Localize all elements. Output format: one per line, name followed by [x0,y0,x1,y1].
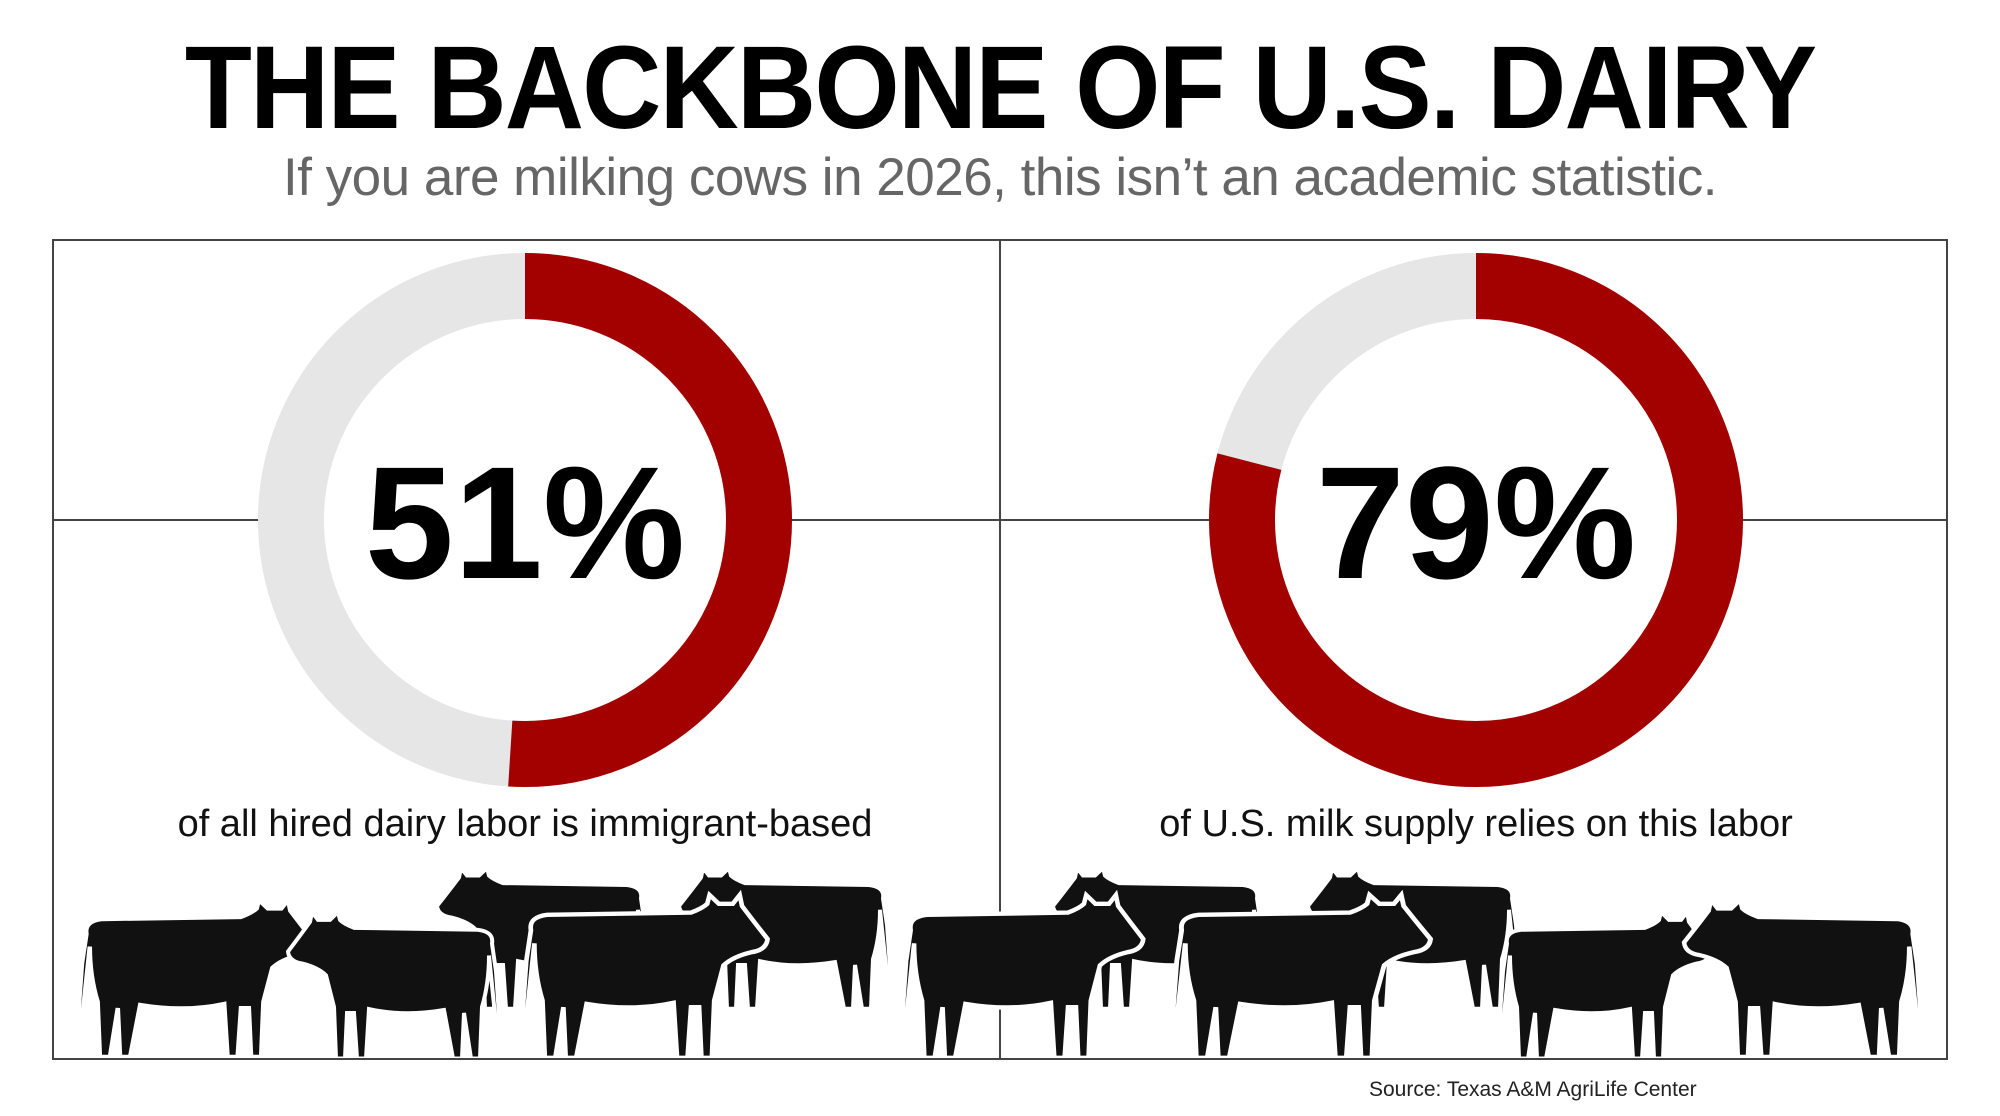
donut-value-label: 51% [365,433,685,612]
source-note: Source: Texas A&M AgriLife Center [1369,1078,1697,1101]
donut-chart-immigrant-labor: 51% of all hired dairy labor is immigran… [178,253,873,845]
page-title: THE BACKBONE OF U.S. DAIRY [184,22,1817,154]
cow-silhouette-icon [1173,895,1430,1058]
donut-caption: of U.S. milk supply relies on this labor [1159,803,1793,845]
donut-background [1244,288,1708,752]
donut-value-arc [258,253,792,787]
donut-background [293,288,757,752]
donut-caption: of all hired dairy labor is immigrant-ba… [178,803,873,845]
cow-silhouette-icon [1684,900,1920,1057]
page-subtitle: If you are milking cows in 2026, this is… [283,148,1717,207]
donut-chart-milk-supply: 79% of U.S. milk supply relies on this l… [1159,253,1793,845]
cow-silhouette-icon [1498,910,1713,1061]
cow-silhouette-icon [79,900,315,1057]
cow-silhouette-icon [286,910,501,1061]
donut-value-arc [1209,253,1743,787]
donut-value-label: 79% [1316,433,1636,612]
